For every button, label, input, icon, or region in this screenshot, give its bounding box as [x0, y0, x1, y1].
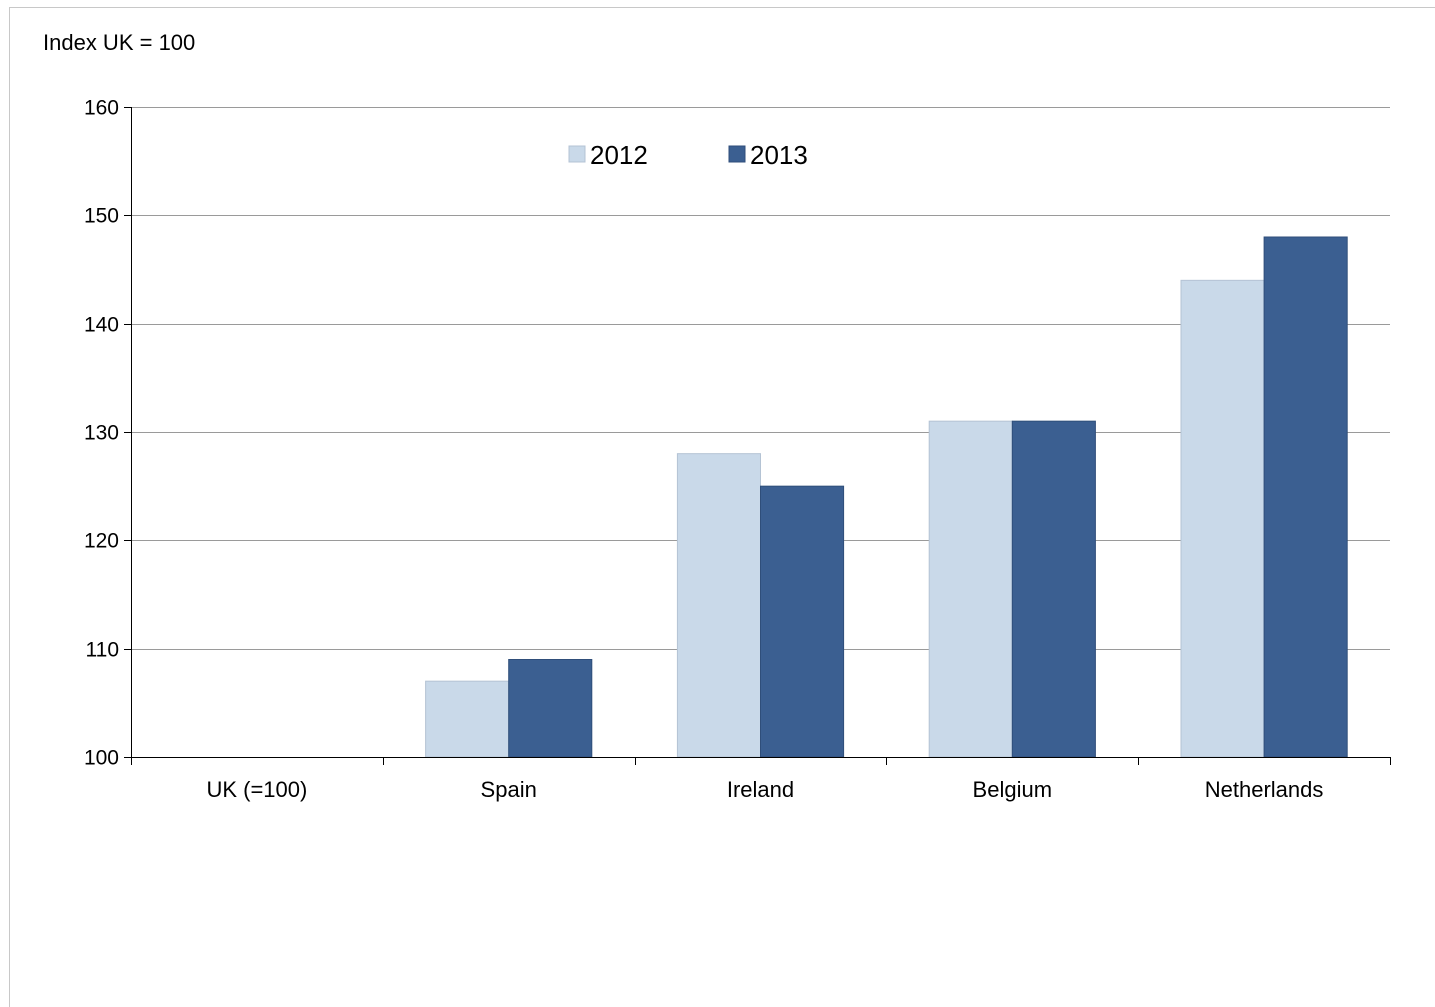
x-category-label: Ireland — [727, 777, 794, 802]
bar-2013-2 — [760, 485, 845, 758]
x-category-labels: UK (=100) Spain Ireland Belgium Netherlands — [206, 777, 1323, 802]
axes — [124, 107, 1391, 765]
y-tick-labels: 100 110 120 130 140 150 160 — [84, 97, 119, 770]
x-category-label: UK (=100) — [206, 777, 307, 802]
legend: 2012 2013 — [568, 140, 808, 170]
y-tick-label: 100 — [84, 747, 119, 770]
bar-2012-3 — [928, 420, 1013, 758]
x-category-label: Netherlands — [1205, 777, 1324, 802]
bar-2013-4 — [1263, 236, 1348, 758]
unit-label: Index UK = 100 — [43, 30, 195, 55]
y-tick-label: 150 — [84, 205, 119, 228]
bar-2013-3 — [1011, 420, 1096, 758]
legend-label-2013: 2013 — [750, 140, 808, 170]
y-tick-label: 120 — [84, 530, 119, 553]
bar-2013-1 — [508, 659, 593, 758]
y-tick-label: 110 — [86, 639, 119, 662]
y-tick-label: 140 — [84, 314, 119, 337]
y-tick-label: 130 — [84, 422, 119, 445]
x-category-label: Belgium — [973, 777, 1052, 802]
bar-2012-1 — [425, 680, 510, 758]
legend-label-2012: 2012 — [590, 140, 648, 170]
bar-2012-4 — [1180, 279, 1265, 758]
bar-2012-2 — [676, 453, 762, 758]
y-tick-label: 160 — [84, 97, 119, 120]
x-category-label: Spain — [481, 777, 537, 802]
bars — [425, 236, 1348, 758]
legend-swatch-2012 — [568, 145, 586, 163]
legend-swatch-2013 — [728, 145, 746, 163]
